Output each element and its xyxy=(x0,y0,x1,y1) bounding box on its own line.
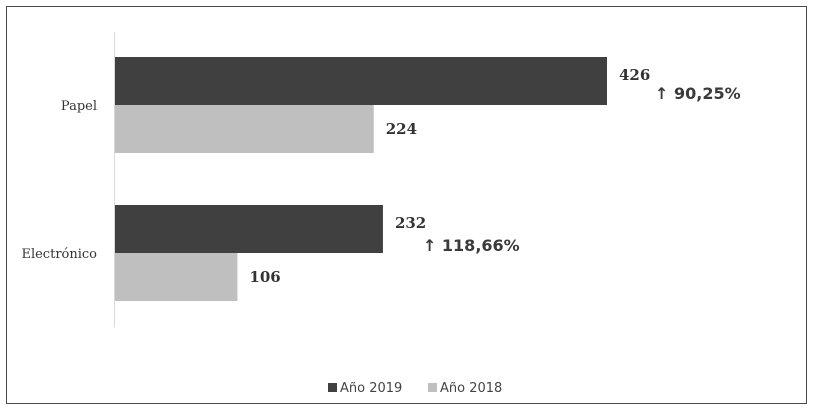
bar-1-1 xyxy=(115,253,238,301)
legend-label-0: Año 2019 xyxy=(340,381,402,396)
growth-annotation-1: ↑ 118,66% xyxy=(423,236,520,255)
category-label-1: Electrónico xyxy=(21,247,97,262)
data-label-0-0: 426 xyxy=(619,66,650,84)
growth-annotation-0: ↑ 90,25% xyxy=(655,84,741,103)
data-label-1-1: 106 xyxy=(249,268,280,286)
category-label-0: Papel xyxy=(61,99,97,114)
legend-swatch-0 xyxy=(328,383,337,392)
bar-0-0 xyxy=(115,57,607,105)
bar-0-1 xyxy=(115,105,374,153)
bar-1-0 xyxy=(115,205,383,253)
data-label-1-0: 232 xyxy=(395,214,426,232)
legend-label-1: Año 2018 xyxy=(440,381,502,396)
legend-swatch-1 xyxy=(428,383,437,392)
data-label-0-1: 224 xyxy=(386,120,417,138)
